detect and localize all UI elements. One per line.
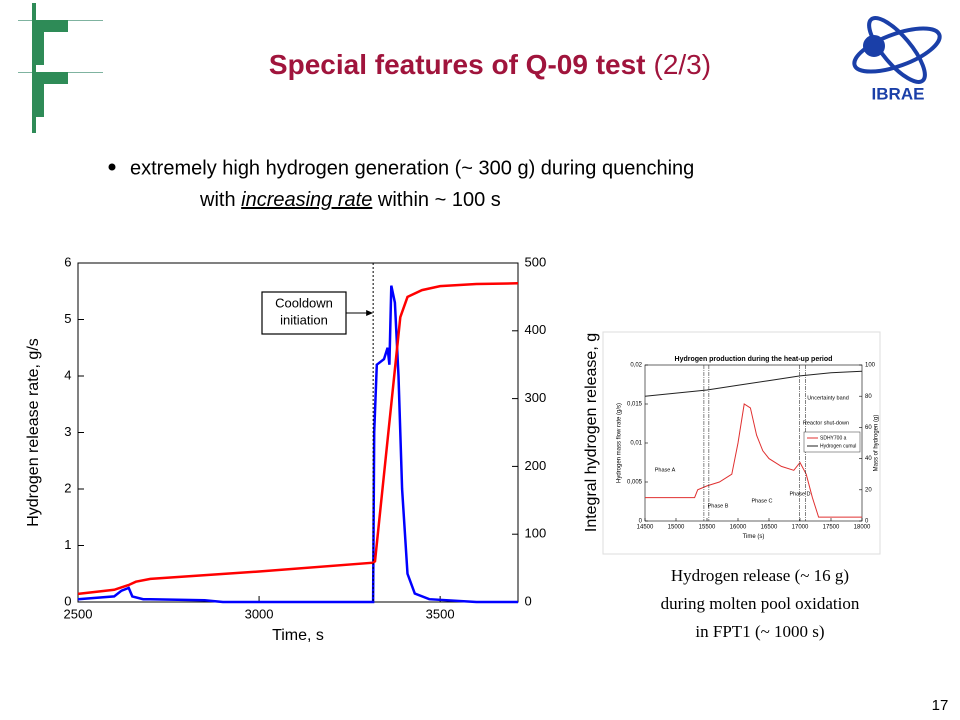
y2-tick-label: 500 (525, 254, 547, 269)
x-tick-label: 14500 (637, 525, 654, 531)
y2-tick-label: 20 (865, 487, 872, 493)
caption: during molten pool oxidation (661, 594, 860, 613)
y2-tick-label: 0 (525, 593, 532, 608)
legend-box (803, 431, 861, 453)
inset-label: Uncertainty band (807, 395, 849, 401)
x-tick-label: 18000 (854, 525, 871, 531)
y-axis-label: Hydrogen mass flow rate (g/s) (617, 403, 623, 483)
y-tick-label: 0,005 (627, 480, 643, 486)
bullet-text-line2: with increasing rate within ~ 100 s (199, 189, 501, 211)
x-tick-label: 2500 (64, 606, 93, 621)
x-axis-label: Time, s (272, 627, 324, 644)
inset-label: Phase C (751, 498, 772, 504)
x-tick-label: 16500 (761, 525, 778, 531)
y2-tick-label: 80 (865, 394, 872, 400)
slide-title: Special features of Q-09 test (2/3) (269, 49, 711, 80)
x-tick-label: 3500 (426, 606, 455, 621)
y-tick-label: 1 (64, 537, 71, 552)
legend-label: SDHY700 a (820, 435, 847, 441)
y2-tick-label: 100 (525, 526, 547, 541)
series-line (77, 282, 519, 596)
series-line (644, 370, 863, 397)
legend-label: Hydrogen cumul (820, 443, 856, 449)
x-axis-label: Time (s) (743, 534, 765, 540)
y2-tick-label: 60 (865, 425, 872, 431)
y2-tick-label: 200 (525, 458, 547, 473)
caption: in FPT1 (~ 1000 s) (695, 622, 824, 641)
annotation-text: Cooldown (275, 295, 333, 310)
series-line (645, 403, 862, 518)
text: with (199, 189, 236, 211)
y2-tick-label: 0 (865, 519, 869, 525)
arrow-head (366, 310, 374, 316)
y-tick-label: 2 (64, 480, 71, 495)
ibrae-logo (852, 16, 942, 84)
y-tick-label: 5 (64, 311, 71, 326)
y-tick-label: 4 (64, 367, 71, 382)
y2-tick-label: 300 (525, 390, 547, 405)
logo-text: IBRAE (872, 84, 925, 103)
y-tick-label: 0,02 (630, 363, 642, 369)
y-tick-label: 0,01 (630, 441, 642, 447)
inset-label: Phase D (789, 491, 810, 497)
emphasis: increasing rate (241, 189, 372, 211)
x-tick-label: 16000 (730, 525, 747, 531)
corner-logo (18, 3, 103, 133)
y-tick-label: 0 (64, 593, 71, 608)
x-tick-label: 3000 (245, 606, 274, 621)
y-tick-label: 6 (64, 254, 71, 269)
bullet-text: extremely high hydrogen generation (~ 30… (130, 157, 694, 179)
y-tick-label: 0,015 (627, 402, 643, 408)
chart-title: Hydrogen production during the heat-up p… (675, 356, 833, 363)
inset-label: Phase A (655, 467, 676, 473)
annotation-text: initiation (280, 312, 328, 327)
y-tick-label: 3 (64, 424, 71, 439)
y2-tick-label: 400 (525, 322, 547, 337)
caption: Hydrogen release (~ 16 g) (671, 566, 849, 585)
y-tick-label: 0 (639, 519, 643, 525)
x-tick-label: 17000 (792, 525, 809, 531)
page-number: 17 (932, 697, 949, 714)
inset-label: Phase B (708, 503, 729, 509)
x-tick-label: 17500 (823, 525, 840, 531)
y2-axis-label: Mass of hydrogen (g) (874, 415, 880, 472)
y2-tick-label: 100 (865, 363, 876, 369)
title-main: Special features of Q-09 test (269, 49, 646, 80)
x-tick-label: 15000 (668, 525, 685, 531)
y-axis-label: Hydrogen release rate, g/s (25, 338, 42, 527)
x-tick-label: 15500 (699, 525, 716, 531)
bullet-dot (108, 163, 116, 171)
inset-label: Reactor shut-down (803, 420, 849, 426)
text: within ~ 100 s (377, 189, 501, 211)
y2-axis-label: Integral hydrogen release, g (583, 333, 600, 532)
y2-tick-label: 40 (865, 456, 872, 462)
title-part: (2/3) (654, 49, 712, 80)
series-line (77, 285, 518, 604)
